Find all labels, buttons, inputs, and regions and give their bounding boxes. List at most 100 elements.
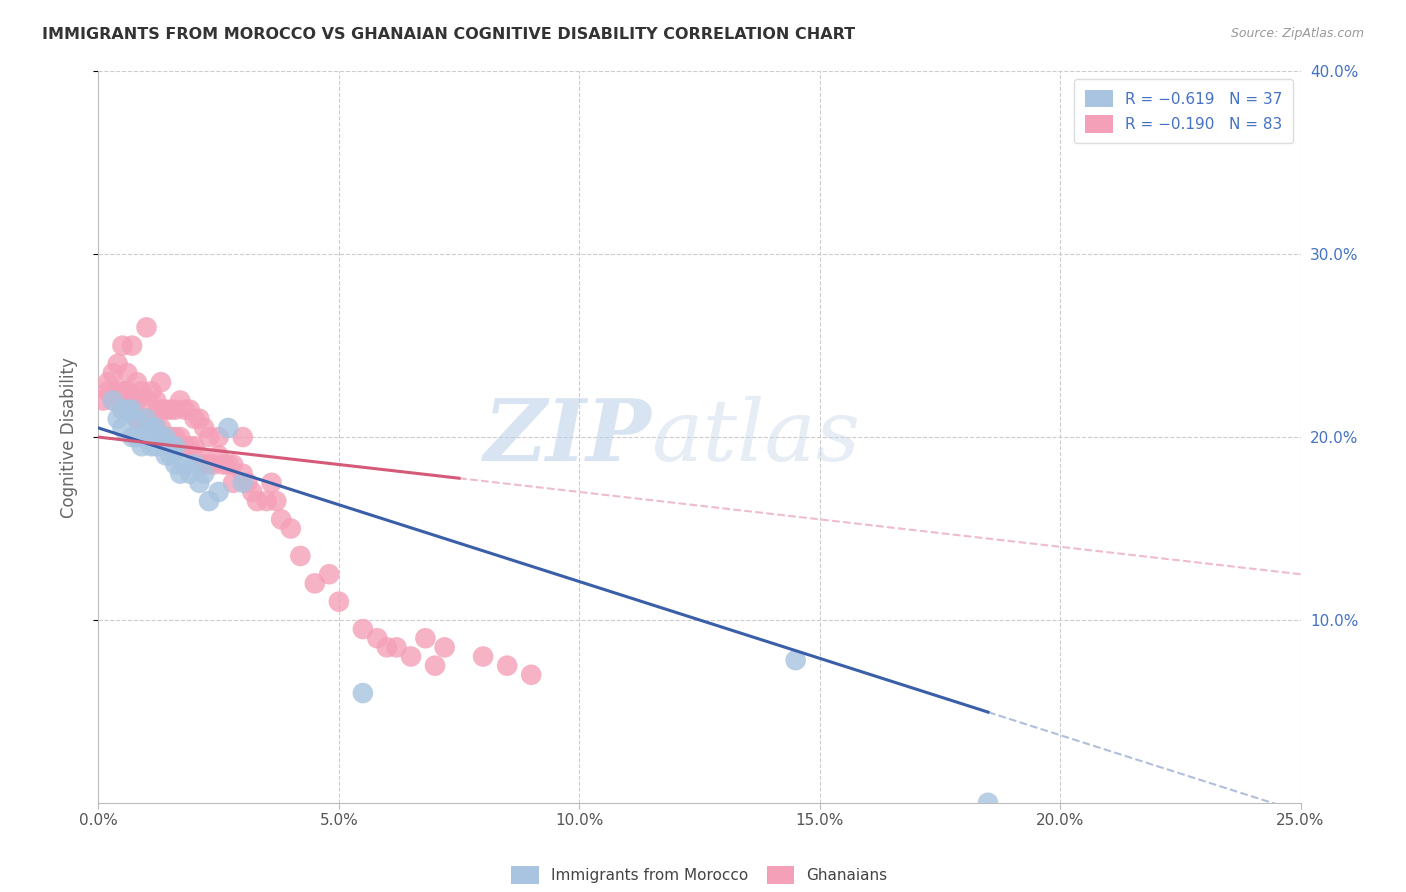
Point <box>107 357 129 371</box>
Point <box>785 653 807 667</box>
Point <box>188 449 211 463</box>
Point <box>472 649 495 664</box>
Point <box>145 439 167 453</box>
Point <box>174 458 197 472</box>
Point <box>159 402 181 417</box>
Point <box>155 402 177 417</box>
Point <box>141 421 163 435</box>
Point <box>179 439 201 453</box>
Point <box>111 384 134 399</box>
Point <box>240 485 263 500</box>
Text: Source: ZipAtlas.com: Source: ZipAtlas.com <box>1230 27 1364 40</box>
Point <box>149 430 172 444</box>
Point <box>165 458 187 472</box>
Point <box>135 430 157 444</box>
Point <box>117 402 139 417</box>
Point <box>977 796 1000 810</box>
Point <box>101 366 124 380</box>
Point <box>141 439 163 453</box>
Point <box>101 393 124 408</box>
Point <box>260 475 283 490</box>
Text: ZIP: ZIP <box>484 395 651 479</box>
Point <box>117 384 139 399</box>
Point <box>111 338 134 352</box>
Point <box>131 439 153 453</box>
Point <box>135 393 157 408</box>
Point <box>141 412 163 426</box>
Point <box>232 430 254 444</box>
Point <box>188 475 211 490</box>
Point <box>107 412 129 426</box>
Point <box>111 421 134 435</box>
Point <box>145 421 167 435</box>
Point <box>202 458 225 472</box>
Point <box>121 338 143 352</box>
Point <box>198 494 221 508</box>
Point <box>159 439 181 453</box>
Point <box>183 439 205 453</box>
Point <box>125 376 148 390</box>
Point <box>198 458 221 472</box>
Point <box>352 622 374 636</box>
Point <box>121 393 143 408</box>
Point <box>352 686 374 700</box>
Point <box>149 402 172 417</box>
Point <box>280 521 302 535</box>
Point <box>198 430 221 444</box>
Point <box>135 412 157 426</box>
Point <box>149 421 172 435</box>
Point <box>145 393 167 408</box>
Point <box>236 475 259 490</box>
Point <box>208 430 231 444</box>
Point <box>423 658 446 673</box>
Point <box>208 485 231 500</box>
Point <box>111 402 134 417</box>
Point <box>179 402 201 417</box>
Point <box>117 402 139 417</box>
Point <box>232 475 254 490</box>
Point <box>145 421 167 435</box>
Point <box>149 376 172 390</box>
Point <box>125 430 148 444</box>
Point <box>169 430 191 444</box>
Point <box>165 402 187 417</box>
Point <box>520 667 543 681</box>
Point <box>97 376 120 390</box>
Point <box>270 512 292 526</box>
Point <box>266 494 288 508</box>
Point <box>131 384 153 399</box>
Legend: Immigrants from Morocco, Ghanaians: Immigrants from Morocco, Ghanaians <box>505 861 894 890</box>
Point <box>107 384 129 399</box>
Point <box>125 412 148 426</box>
Point <box>188 412 211 426</box>
Point <box>97 384 120 399</box>
Point <box>135 320 157 334</box>
Point <box>117 366 139 380</box>
Point <box>415 632 437 646</box>
Point <box>212 458 235 472</box>
Point <box>222 475 245 490</box>
Point <box>169 467 191 481</box>
Point <box>111 402 134 417</box>
Point <box>328 594 350 608</box>
Point <box>91 393 114 408</box>
Point <box>193 421 215 435</box>
Point <box>222 458 245 472</box>
Point <box>121 402 143 417</box>
Point <box>155 430 177 444</box>
Text: IMMIGRANTS FROM MOROCCO VS GHANAIAN COGNITIVE DISABILITY CORRELATION CHART: IMMIGRANTS FROM MOROCCO VS GHANAIAN COGN… <box>42 27 855 42</box>
Point <box>155 430 177 444</box>
Y-axis label: Cognitive Disability: Cognitive Disability <box>59 357 77 517</box>
Point <box>318 567 340 582</box>
Point <box>375 640 398 655</box>
Point <box>246 494 269 508</box>
Point <box>165 439 187 453</box>
Point <box>159 449 181 463</box>
Point <box>183 412 205 426</box>
Point <box>101 393 124 408</box>
Point <box>193 467 215 481</box>
Point <box>125 412 148 426</box>
Point <box>125 393 148 408</box>
Point <box>174 402 197 417</box>
Text: atlas: atlas <box>651 396 860 478</box>
